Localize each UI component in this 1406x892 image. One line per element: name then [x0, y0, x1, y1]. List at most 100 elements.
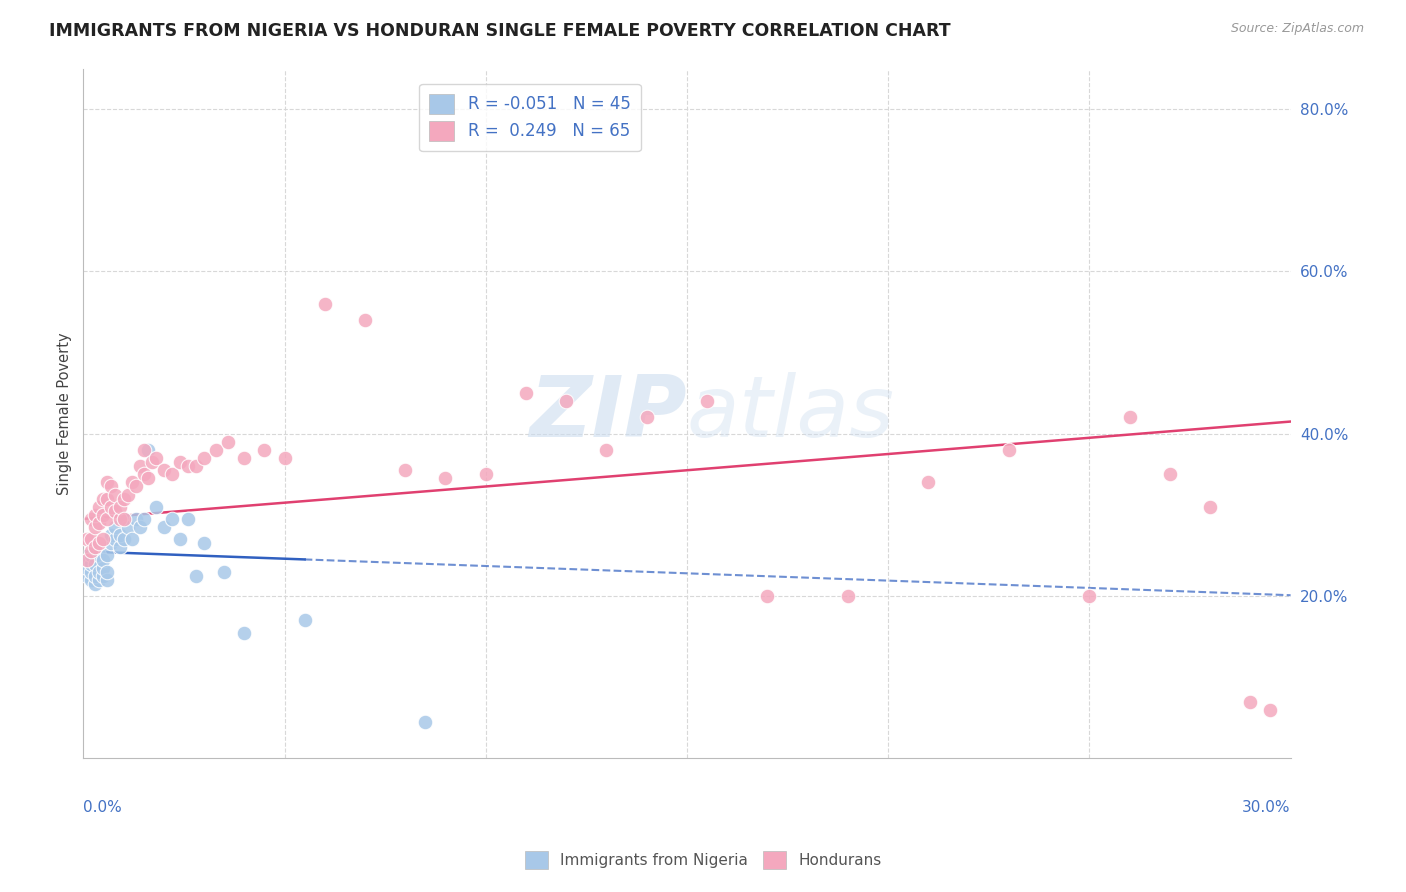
Point — [136, 471, 159, 485]
Point — [89, 549, 111, 563]
Point — [112, 491, 135, 506]
Point — [193, 536, 215, 550]
Point — [112, 512, 135, 526]
Point — [104, 520, 127, 534]
Point — [93, 533, 115, 547]
Point — [132, 442, 155, 457]
Point — [314, 297, 336, 311]
Point — [100, 479, 122, 493]
Point — [96, 565, 118, 579]
Point — [177, 459, 200, 474]
Point — [80, 533, 103, 547]
Point — [205, 442, 228, 457]
Point — [145, 451, 167, 466]
Point — [121, 475, 143, 490]
Point — [160, 467, 183, 482]
Point — [121, 533, 143, 547]
Y-axis label: Single Female Poverty: Single Female Poverty — [58, 332, 72, 495]
Point — [474, 467, 496, 482]
Point — [84, 544, 107, 558]
Point — [80, 544, 103, 558]
Point — [1159, 467, 1181, 482]
Point — [1260, 703, 1282, 717]
Text: 0.0%: 0.0% — [83, 800, 122, 814]
Point — [76, 568, 98, 582]
Point — [434, 471, 457, 485]
Point — [354, 313, 377, 327]
Point — [160, 512, 183, 526]
Point — [108, 512, 131, 526]
Point — [84, 520, 107, 534]
Point — [233, 625, 256, 640]
Point — [80, 557, 103, 571]
Point — [104, 504, 127, 518]
Point — [100, 536, 122, 550]
Point — [108, 500, 131, 514]
Point — [1118, 410, 1140, 425]
Point — [96, 573, 118, 587]
Point — [136, 442, 159, 457]
Text: Source: ZipAtlas.com: Source: ZipAtlas.com — [1230, 22, 1364, 36]
Point — [124, 479, 146, 493]
Point — [89, 516, 111, 530]
Point — [89, 565, 111, 579]
Point — [93, 560, 115, 574]
Point — [124, 512, 146, 526]
Legend: R = -0.051   N = 45, R =  0.249   N = 65: R = -0.051 N = 45, R = 0.249 N = 65 — [419, 84, 641, 151]
Point — [76, 552, 98, 566]
Point — [294, 613, 316, 627]
Point — [636, 410, 658, 425]
Point — [96, 512, 118, 526]
Point — [394, 463, 416, 477]
Point — [84, 508, 107, 522]
Point — [112, 533, 135, 547]
Point — [212, 565, 235, 579]
Point — [96, 491, 118, 506]
Point — [184, 459, 207, 474]
Point — [837, 589, 859, 603]
Point — [152, 463, 174, 477]
Point — [108, 541, 131, 555]
Point — [104, 533, 127, 547]
Point — [93, 508, 115, 522]
Point — [253, 442, 276, 457]
Point — [93, 568, 115, 582]
Point — [1199, 500, 1222, 514]
Point — [141, 455, 163, 469]
Point — [80, 573, 103, 587]
Point — [93, 491, 115, 506]
Point — [233, 451, 256, 466]
Point — [80, 512, 103, 526]
Text: IMMIGRANTS FROM NIGERIA VS HONDURAN SINGLE FEMALE POVERTY CORRELATION CHART: IMMIGRANTS FROM NIGERIA VS HONDURAN SING… — [49, 22, 950, 40]
Point — [177, 512, 200, 526]
Point — [998, 442, 1021, 457]
Point — [104, 487, 127, 501]
Point — [80, 549, 103, 563]
Point — [145, 500, 167, 514]
Point — [917, 475, 939, 490]
Point — [132, 512, 155, 526]
Point — [84, 577, 107, 591]
Point — [93, 552, 115, 566]
Point — [117, 487, 139, 501]
Point — [132, 467, 155, 482]
Point — [80, 565, 103, 579]
Point — [76, 552, 98, 566]
Point — [756, 589, 779, 603]
Point — [96, 549, 118, 563]
Point — [84, 541, 107, 555]
Legend: Immigrants from Nigeria, Hondurans: Immigrants from Nigeria, Hondurans — [519, 845, 887, 875]
Text: atlas: atlas — [688, 372, 896, 455]
Text: 30.0%: 30.0% — [1241, 800, 1291, 814]
Point — [184, 568, 207, 582]
Point — [128, 459, 150, 474]
Point — [515, 386, 537, 401]
Point — [169, 455, 191, 469]
Point — [1239, 694, 1261, 708]
Point — [169, 533, 191, 547]
Point — [112, 512, 135, 526]
Point — [415, 714, 437, 729]
Point — [100, 528, 122, 542]
Point — [696, 394, 718, 409]
Point — [89, 536, 111, 550]
